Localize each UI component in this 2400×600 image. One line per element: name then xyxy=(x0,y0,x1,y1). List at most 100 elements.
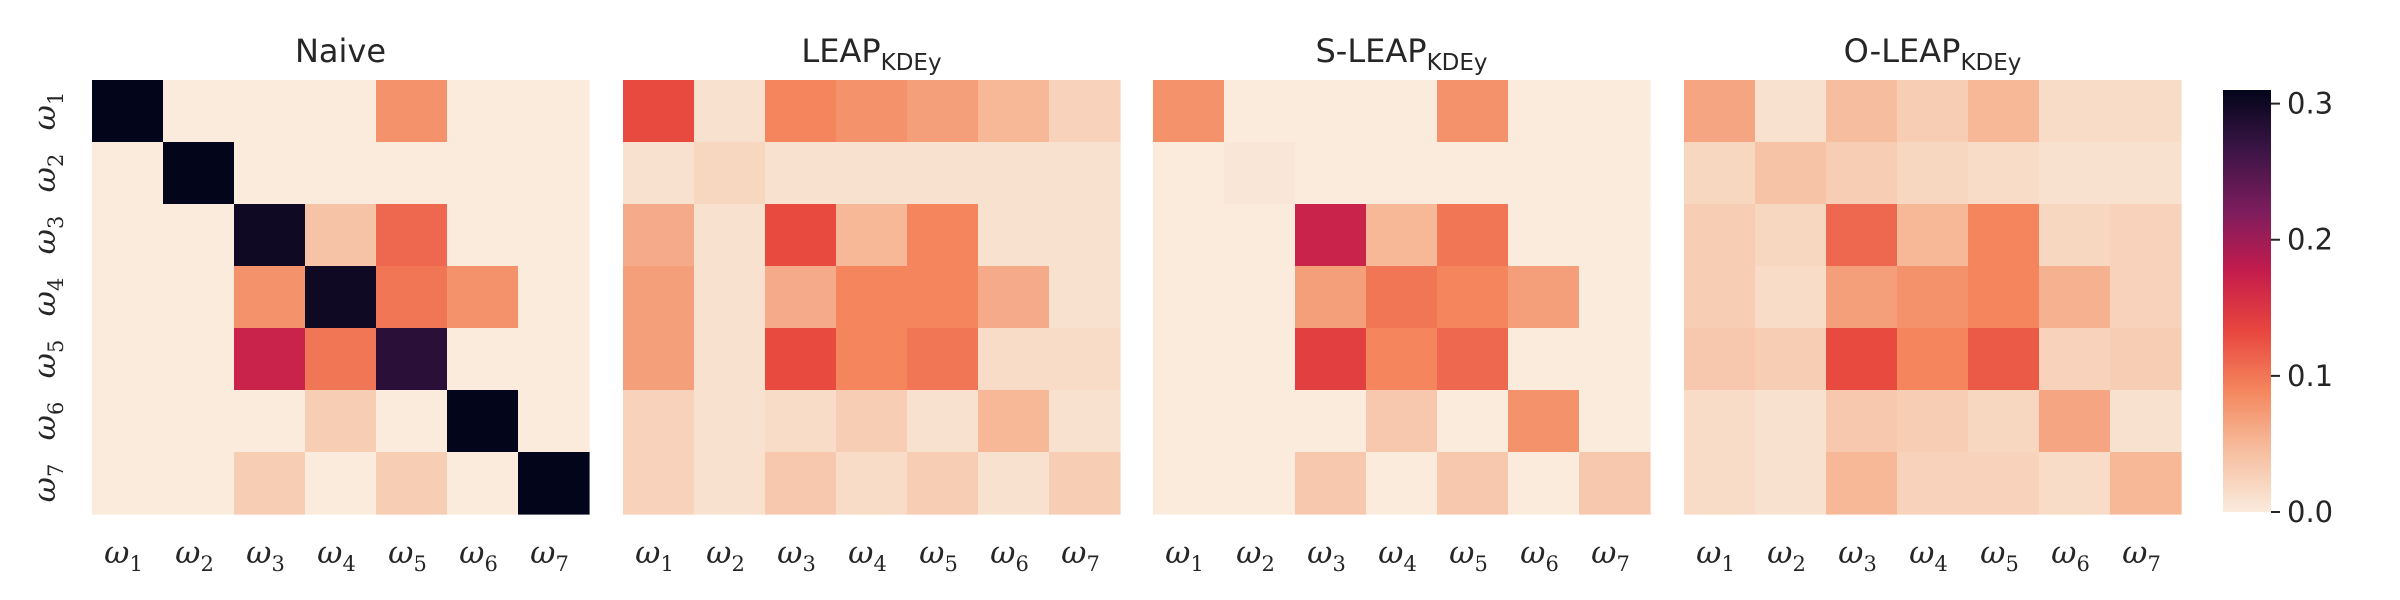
heatmap-cell xyxy=(163,266,235,329)
colorbar-tick-label: 0.1 xyxy=(2287,359,2333,393)
x-tick-label: ω2 xyxy=(175,535,214,576)
heatmap-cell xyxy=(765,390,837,453)
x-tick-label: ω4 xyxy=(317,535,356,576)
heatmap-cell xyxy=(1437,142,1509,205)
heatmap-cell xyxy=(2110,452,2182,515)
heatmap-cell xyxy=(1437,390,1509,453)
heatmap-cell xyxy=(447,204,519,267)
heatmap-cell xyxy=(305,142,377,205)
x-tick-label: ω6 xyxy=(459,535,498,576)
heatmap-cell xyxy=(1684,328,1756,391)
heatmap-cell xyxy=(2039,142,2111,205)
x-tick-label: ω2 xyxy=(706,535,745,576)
heatmap-cell xyxy=(1295,390,1367,453)
heatmap-cell xyxy=(163,204,235,267)
heatmap-cell xyxy=(1224,266,1296,329)
heatmap-cell xyxy=(2039,452,2111,515)
heatmap-cell xyxy=(376,328,448,391)
heatmap-cell xyxy=(978,390,1050,453)
heatmap-cell xyxy=(1049,204,1121,267)
heatmap-cell xyxy=(1049,266,1121,329)
heatmap-cell xyxy=(907,80,979,143)
x-tick-label: ω6 xyxy=(1520,535,1559,576)
heatmap-cell xyxy=(1049,452,1121,515)
heatmap-cell xyxy=(1684,80,1756,143)
heatmap-panel-3: S-LEAPKDEy ω1 ω2 ω3 ω4 ω5 ω6 ω7 xyxy=(1153,32,1651,576)
heatmap-cell xyxy=(1508,204,1580,267)
heatmap-cell xyxy=(1897,452,1969,515)
heatmap-cell xyxy=(1049,390,1121,453)
heatmap-cell xyxy=(1755,452,1827,515)
heatmap-cell xyxy=(1755,328,1827,391)
heatmap-cell xyxy=(1968,266,2040,329)
heatmap-cell xyxy=(1153,328,1225,391)
panel-title: S-LEAPKDEy xyxy=(1315,32,1487,76)
heatmap-cell xyxy=(1508,80,1580,143)
heatmap-cell xyxy=(234,452,306,515)
heatmap-cell xyxy=(234,80,306,143)
heatmap-cell xyxy=(836,452,908,515)
heatmap-cell xyxy=(623,328,695,391)
heatmap-cell xyxy=(376,142,448,205)
heatmap-cell xyxy=(1508,452,1580,515)
heatmap-cell xyxy=(2110,266,2182,329)
x-tick-label: ω2 xyxy=(1767,535,1806,576)
heatmap-cell xyxy=(1968,204,2040,267)
heatmap-cell xyxy=(1968,328,2040,391)
heatmap-cell xyxy=(1826,204,1898,267)
heatmap-cell xyxy=(234,328,306,391)
heatmap-cell xyxy=(1579,204,1651,267)
heatmap-cell xyxy=(234,390,306,453)
heatmap-cell xyxy=(1826,142,1898,205)
heatmap-cell xyxy=(2039,266,2111,329)
heatmap-cell xyxy=(1684,266,1756,329)
heatmap-cell xyxy=(907,204,979,267)
heatmap-cell xyxy=(765,80,837,143)
heatmap-cell xyxy=(1508,142,1580,205)
heatmap-cell xyxy=(978,328,1050,391)
heatmap-panel-1: Naive ω1 ω2 ω3 ω4 ω5 ω6 ω7 ω1 ω2 ω3 ω4 ω5 ω6 ω7 xyxy=(27,32,590,576)
heatmap-cell xyxy=(305,80,377,143)
heatmap-cell xyxy=(1579,452,1651,515)
y-tick-label: ω5 xyxy=(27,340,68,379)
heatmap-cell xyxy=(1897,80,1969,143)
heatmap-cell xyxy=(978,452,1050,515)
heatmap-cell xyxy=(1295,142,1367,205)
y-tick-label: ω3 xyxy=(27,216,68,255)
x-tick-label: ω5 xyxy=(1449,535,1488,576)
heatmap-cell xyxy=(1897,328,1969,391)
heatmap-cell xyxy=(518,266,590,329)
heatmap-cell xyxy=(234,142,306,205)
heatmap-cell xyxy=(1755,80,1827,143)
y-tick-label: ω2 xyxy=(27,154,68,193)
heatmap-cell xyxy=(1684,452,1756,515)
heatmap-cell xyxy=(163,142,235,205)
heatmap-cell xyxy=(1366,204,1438,267)
heatmap-cell xyxy=(305,390,377,453)
heatmap-cell xyxy=(518,80,590,143)
heatmap-cell xyxy=(92,452,164,515)
x-tick-label: ω6 xyxy=(2051,535,2090,576)
heatmap-cell xyxy=(1224,204,1296,267)
heatmap-cell xyxy=(518,390,590,453)
heatmap-cell xyxy=(765,204,837,267)
heatmap-cell xyxy=(623,266,695,329)
heatmap-cell xyxy=(836,328,908,391)
heatmap-cell xyxy=(1579,80,1651,143)
heatmap-cell xyxy=(694,204,766,267)
x-tick-label: ω3 xyxy=(1307,535,1346,576)
heatmap-cell xyxy=(92,266,164,329)
heatmap-cell xyxy=(447,452,519,515)
heatmap-cell xyxy=(1366,266,1438,329)
heatmap-cell xyxy=(1049,80,1121,143)
colorbar-tick-label: 0.3 xyxy=(2287,87,2333,121)
heatmap-cell xyxy=(907,142,979,205)
heatmap-cell xyxy=(1437,328,1509,391)
heatmap-cell xyxy=(447,142,519,205)
heatmap-cell xyxy=(1968,80,2040,143)
x-tick-label: ω3 xyxy=(777,535,816,576)
x-tick-label: ω1 xyxy=(1696,535,1735,576)
heatmap-cell xyxy=(1153,204,1225,267)
heatmap-cell xyxy=(92,80,164,143)
